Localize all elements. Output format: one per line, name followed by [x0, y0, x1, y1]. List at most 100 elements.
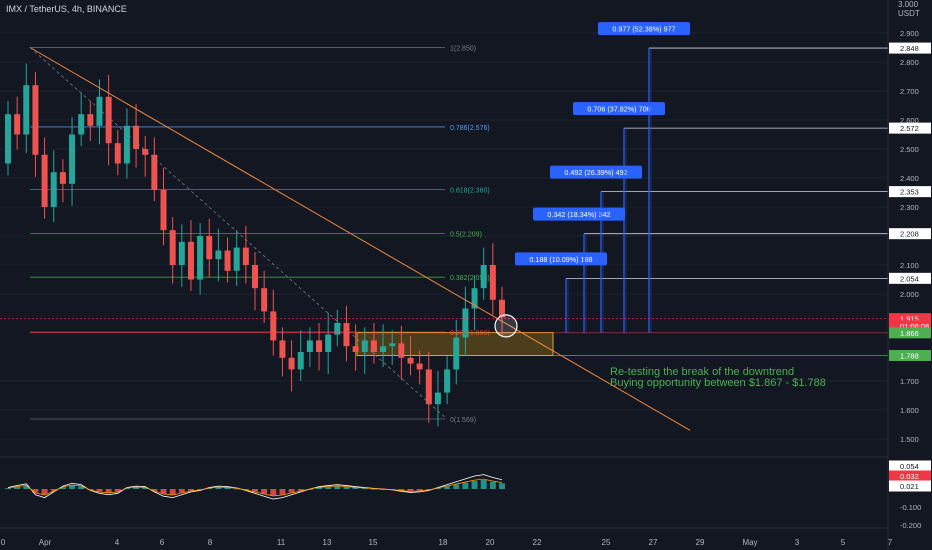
- macd-bar: [316, 487, 323, 489]
- candle-body: [499, 299, 505, 318]
- candle-body: [370, 340, 377, 352]
- price-tag: [889, 186, 931, 198]
- candle-body: [133, 125, 140, 149]
- fib-label: 0.5(2.209): [450, 231, 482, 238]
- candle-body: [334, 323, 341, 335]
- signal-line: [7, 478, 503, 497]
- x-tick-label: 7: [888, 538, 893, 547]
- y-tick-label: 2.100: [900, 261, 919, 270]
- candle-body: [389, 343, 396, 347]
- price-tag: [889, 320, 931, 332]
- price-tag-label: 2.353: [900, 188, 919, 197]
- target-label: 0.977 (52.38%) 977: [612, 25, 675, 34]
- macd-bar: [96, 489, 103, 492]
- x-tick-label: 8: [208, 538, 213, 547]
- macd-bar: [261, 489, 268, 494]
- macd-bar: [407, 489, 414, 492]
- macd-bar: [279, 489, 286, 495]
- macd-bar: [215, 487, 222, 489]
- price-tag: [889, 327, 931, 339]
- fib-label: 0.236(1.869): [450, 330, 490, 337]
- candle-body: [41, 154, 48, 207]
- macd-bar: [352, 487, 359, 489]
- fib-label: 0.786(2.576): [450, 125, 490, 132]
- x-tick-label: 27: [649, 538, 658, 547]
- candle-body: [343, 323, 350, 347]
- candle-body: [242, 247, 249, 265]
- y-tick-label: 2.700: [900, 87, 919, 96]
- candle-body: [480, 265, 487, 289]
- y-tick-label: 1.500: [900, 435, 919, 444]
- macd-bar: [434, 488, 441, 490]
- macd-bar: [380, 489, 387, 490]
- price-tag: [889, 122, 931, 134]
- target-label: 0.492 (26.39%) 492: [564, 168, 627, 177]
- candle-body: [105, 96, 112, 144]
- candle-body: [206, 236, 213, 260]
- macd-bar: [361, 488, 368, 490]
- y-tick-label: 2.600: [900, 116, 919, 125]
- macd-bar: [444, 486, 451, 489]
- macd-line: [7, 474, 503, 500]
- macd-bar: [306, 489, 313, 490]
- candle-body: [380, 346, 387, 352]
- macd-bar: [69, 485, 76, 489]
- macd-bar: [133, 487, 140, 489]
- target-label-box: [573, 102, 665, 116]
- price-tag-label: 2.054: [900, 274, 919, 283]
- candle-body: [197, 236, 204, 280]
- candle-body: [252, 265, 258, 289]
- candle-body: [151, 154, 158, 190]
- x-tick-label: 0: [1, 538, 6, 547]
- y-tick-label: 2.000: [900, 290, 919, 299]
- x-tick-label: May: [742, 538, 757, 547]
- candle-body: [270, 311, 277, 341]
- candle-body: [489, 265, 496, 300]
- candle-body: [69, 134, 76, 184]
- y-tick-label: 1.600: [900, 406, 919, 415]
- retest-circle: [494, 314, 518, 338]
- macd-bar: [370, 488, 377, 490]
- candle-body: [114, 143, 121, 164]
- x-tick-label: 5: [841, 538, 846, 547]
- macd-bar: [343, 486, 350, 489]
- y-tick-label: 2.400: [900, 174, 919, 183]
- candle-body: [169, 230, 176, 265]
- candle-body: [261, 288, 268, 312]
- symbol-header[interactable]: IMX / TetherUS, 4h, BINANCE: [6, 4, 127, 14]
- target-label-box: [550, 165, 642, 179]
- macd-bar: [252, 489, 258, 492]
- macd-bar: [5, 488, 11, 490]
- candle-body: [160, 189, 167, 231]
- macd-bar: [242, 489, 249, 490]
- macd-bar: [197, 489, 204, 490]
- macd-bar: [297, 489, 304, 491]
- candle-body: [352, 346, 359, 352]
- candle-body: [325, 334, 332, 352]
- y-tick-label: 2.500: [900, 145, 919, 154]
- price-tag-label: 2.848: [900, 44, 919, 53]
- price-tag-label: 2.208: [900, 230, 919, 239]
- y-tick-label: 2.900: [900, 29, 919, 38]
- price-tag: [889, 313, 931, 325]
- time-axis: 0 Apr 4 6 8 11 13 15 18 20 22 25 27 29 May 3 5 7: [0, 527, 893, 547]
- candle-body: [425, 369, 432, 405]
- macd-bar: [398, 489, 405, 491]
- candle-body: [306, 340, 313, 352]
- candle-body: [407, 357, 414, 364]
- candle-body: [96, 96, 103, 126]
- macd-bar: [151, 489, 158, 491]
- macd-bar: [334, 486, 341, 489]
- candle-body: [453, 337, 460, 370]
- x-tick-label: Apr: [39, 538, 52, 547]
- candle-body: [361, 340, 368, 352]
- macd-bar: [178, 489, 185, 493]
- macd-bar: [325, 486, 332, 489]
- candle-body: [87, 114, 94, 126]
- candle-body: [215, 250, 222, 260]
- macd-bar: [23, 485, 30, 489]
- price-tag: [889, 42, 931, 54]
- candle-body: [462, 308, 469, 338]
